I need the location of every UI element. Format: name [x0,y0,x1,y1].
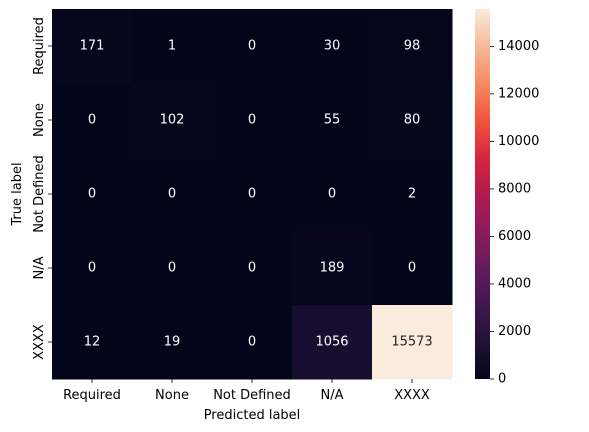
heatmap-cell [132,157,213,232]
heatmap-cell-label: 171 [80,39,105,54]
colorbar-tick-label: 10000 [498,134,539,149]
colorbar-tick-label: 12000 [498,86,539,101]
heatmap-cell-label: 0 [328,187,336,202]
heatmap-cell [372,157,453,232]
heatmap-cell-label: 2 [408,187,416,202]
heatmap-cell [52,157,133,232]
heatmap-cell-label: 0 [168,261,176,276]
heatmap-cell-label: 1 [168,39,176,54]
heatmap-cell [132,231,213,306]
heatmap-cell-label: 80 [404,113,421,128]
y-tick-label: XXXX [32,324,47,360]
x-tick-label: N/A [321,388,344,403]
heatmap-cell [132,83,213,158]
heatmap-cell [292,157,373,232]
heatmap-cell [212,9,293,84]
heatmap-cell-label: 19 [164,335,181,350]
heatmap-cell [132,9,213,84]
x-axis-ticks: Required None Not Defined N/A XXXX [63,379,430,403]
heatmap-cell [52,83,133,158]
colorbar-tick-label: 6000 [498,229,531,244]
heatmap-cell-label: 0 [248,113,256,128]
heatmap-cell [52,9,133,84]
heatmap-cell-label: 0 [408,261,416,276]
heatmap-cell-labels: 171 1 0 30 98 0 102 0 55 80 0 0 0 0 2 0 0 0 189 0 12 19 0 1056 1… [80,39,433,350]
y-axis-ticks: Required None Not Defined N/A XXXX [32,17,52,360]
heatmap-cell-label: 0 [248,335,256,350]
colorbar-tick-label: 4000 [498,276,531,291]
heatmap-cell-label: 55 [324,113,341,128]
heatmap-cell-label: 0 [248,261,256,276]
y-tick-label: Required [32,17,47,75]
colorbar-tick-label: 0 [498,372,506,387]
heatmap-cell [292,305,373,380]
y-tick-label: None [32,103,47,137]
heatmap-cell [372,305,453,380]
y-axis-label: True label [10,162,25,226]
heatmap-cell [52,231,133,306]
x-axis-label: Predicted label [204,408,301,423]
colorbar-tick-label: 2000 [498,324,531,339]
heatmap-cell-label: 1056 [315,335,348,350]
colorbar-tick-label: 14000 [498,39,539,54]
colorbar [475,9,490,379]
heatmap-cell [372,83,453,158]
heatmap-cell-label: 0 [248,187,256,202]
x-tick-label: Not Defined [213,388,291,403]
y-tick-label: Not Defined [32,155,47,233]
heatmap-cell-label: 12 [84,335,101,350]
heatmap-cell [292,9,373,84]
heatmap-cell-label: 98 [404,39,421,54]
heatmap-cell [212,83,293,158]
heatmap-cell-label: 0 [88,261,96,276]
x-tick-label: Required [63,388,121,403]
heatmap-cells [52,9,453,380]
x-tick-label: XXXX [394,388,430,403]
heatmap-cell [52,305,133,380]
heatmap-cell-label: 102 [160,113,185,128]
heatmap-cell-label: 0 [168,187,176,202]
heatmap-cell [212,305,293,380]
heatmap-cell [292,83,373,158]
heatmap-cell [212,157,293,232]
y-tick-label: N/A [32,256,47,279]
heatmap-cell-label: 189 [320,261,345,276]
heatmap-cell-label: 30 [324,39,341,54]
colorbar-ticks: 0 2000 4000 6000 8000 10000 12000 14000 [490,39,539,387]
heatmap-cell-label: 15573 [391,335,432,350]
heatmap-cell [132,305,213,380]
heatmap-cell [212,231,293,306]
heatmap-cell [292,231,373,306]
heatmap-cell-label: 0 [248,39,256,54]
x-tick-label: None [155,388,189,403]
heatmap-cell [372,9,453,84]
colorbar-tick-label: 8000 [498,181,531,196]
heatmap-cell-label: 0 [88,187,96,202]
heatmap-cell [372,231,453,306]
heatmap-cell-label: 0 [88,113,96,128]
